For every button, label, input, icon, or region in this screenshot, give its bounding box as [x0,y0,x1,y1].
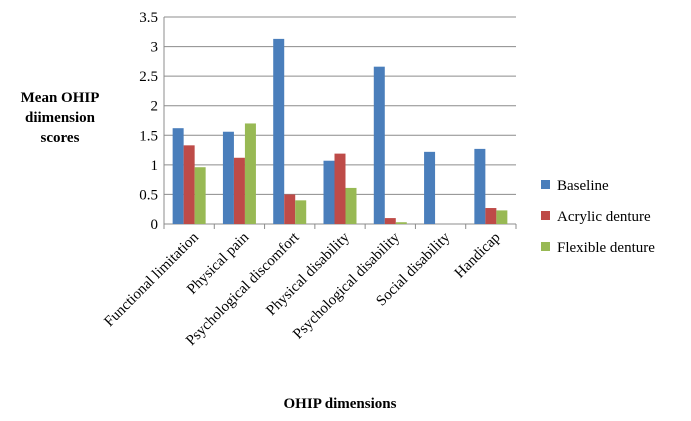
bar-flexible-denture [295,200,307,224]
bar-baseline [474,148,486,224]
bar-baseline [373,66,385,225]
bar-flexible-denture [345,187,357,224]
y-axis-label: Mean OHIP diimension scores [4,88,116,148]
bar-acrylic-denture [384,218,396,224]
y-tick-label: 1.5 [139,128,158,144]
y-tick-label: 0.5 [139,187,158,203]
legend-swatch [541,242,550,251]
y-tick-label: 1 [151,158,159,174]
legend-label: Acrylic denture [557,209,651,225]
bar-baseline [172,128,184,224]
legend-label: Baseline [557,178,609,194]
bar-baseline [273,38,285,224]
bar-flexible-denture [244,123,256,224]
bar-acrylic-denture [233,157,245,224]
legend-label: Flexible denture [557,240,655,256]
bar-acrylic-denture [334,153,346,224]
y-axis-label-line: scores [40,130,80,146]
y-tick-label: 0 [151,217,159,233]
bar-acrylic-denture [284,194,296,224]
legend-swatch [541,211,550,220]
bar-baseline [323,160,335,224]
x-tick-label: Functional limitation [101,229,202,330]
x-tick-label: Handicap [452,230,504,282]
bar-baseline [424,151,436,224]
y-tick-label: 3.5 [139,10,158,26]
bar-acrylic-denture [485,208,497,224]
y-tick-label: 2.5 [139,69,158,85]
bar-acrylic-denture [183,145,195,224]
bar-baseline [222,131,234,224]
legend-swatch [541,180,550,189]
y-tick-label: 3 [151,40,159,56]
bar-flexible-denture [395,222,407,224]
bar-flexible-denture [194,167,206,224]
x-axis-label: OHIP dimensions [283,396,397,412]
y-axis-label-line: Mean OHIP [20,90,100,106]
bar-flexible-denture [496,210,508,224]
y-axis-label-line: diimension [24,110,96,126]
y-tick-label: 2 [151,99,159,115]
